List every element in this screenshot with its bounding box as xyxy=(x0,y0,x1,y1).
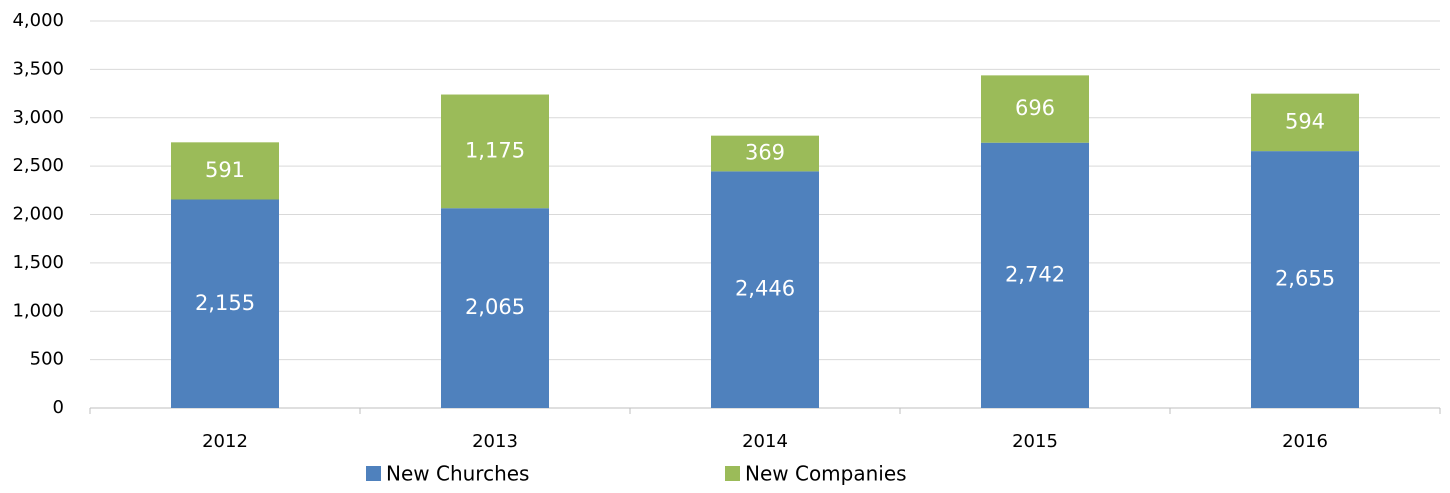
x-tick-label: 2015 xyxy=(1012,431,1058,452)
y-tick-label: 4,000 xyxy=(12,10,64,31)
y-tick-label: 2,500 xyxy=(12,155,64,176)
x-tick-label: 2013 xyxy=(472,431,518,452)
bar-segment xyxy=(1251,151,1359,408)
bar-segment xyxy=(711,171,819,408)
bar-segment xyxy=(441,208,549,408)
legend-swatch xyxy=(725,466,740,481)
data-label: 2,155 xyxy=(195,291,255,315)
bar-segment xyxy=(171,199,279,408)
y-tick-label: 500 xyxy=(30,349,64,370)
data-label: 2,655 xyxy=(1275,267,1335,291)
y-tick-label: 3,000 xyxy=(12,107,64,128)
data-label: 594 xyxy=(1285,109,1325,133)
y-tick-label: 1,500 xyxy=(12,252,64,273)
data-label: 2,446 xyxy=(735,277,795,301)
data-label: 1,175 xyxy=(465,138,525,162)
data-label: 696 xyxy=(1015,96,1055,120)
data-label: 2,742 xyxy=(1005,262,1065,286)
x-tick-label: 2012 xyxy=(202,431,248,452)
bar-segment xyxy=(981,142,1089,409)
bar-segment xyxy=(171,142,279,200)
data-label: 369 xyxy=(745,140,785,164)
data-label: 591 xyxy=(205,158,245,182)
legend-label: New Companies xyxy=(745,462,907,486)
bar-segment xyxy=(1251,93,1359,152)
y-tick-label: 0 xyxy=(53,397,64,418)
bar-segment xyxy=(441,94,549,209)
x-tick-label: 2016 xyxy=(1282,431,1328,452)
y-tick-label: 3,500 xyxy=(12,58,64,79)
bar-segment xyxy=(711,135,819,172)
x-tick-label: 2014 xyxy=(742,431,788,452)
y-tick-label: 1,000 xyxy=(12,300,64,321)
legend-swatch xyxy=(366,466,381,481)
bar-segment xyxy=(981,75,1089,143)
y-tick-label: 2,000 xyxy=(12,204,64,225)
data-label: 2,065 xyxy=(465,295,525,319)
legend-label: New Churches xyxy=(386,462,529,486)
